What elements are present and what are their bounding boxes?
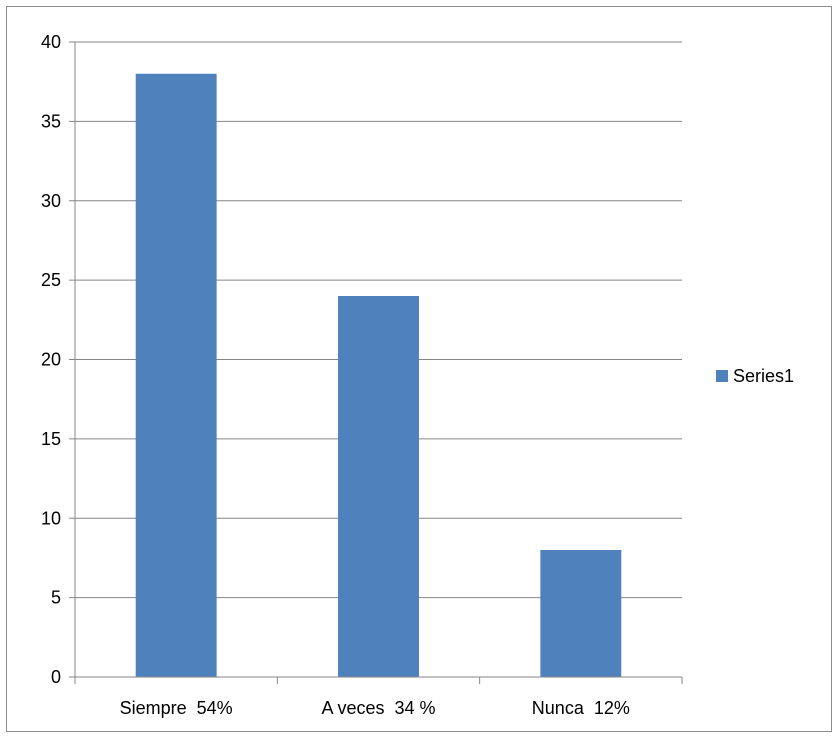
x-tick-label: Siempre 54%	[120, 698, 233, 718]
y-tick-labels: 0 5 10 15 20 25 30 35 40	[41, 32, 61, 687]
x-tick-label: Nunca 12%	[532, 698, 630, 718]
y-tick-label: 30	[41, 191, 61, 211]
y-tick-label: 15	[41, 429, 61, 449]
axes	[69, 41, 683, 684]
y-tick-label: 0	[51, 667, 61, 687]
bars	[135, 73, 622, 677]
bar	[135, 73, 217, 677]
bar	[338, 296, 419, 677]
legend-swatch	[716, 370, 728, 382]
x-tick-labels: Siempre 54% A veces 34 % Nunca 12%	[120, 698, 630, 718]
legend-label: Series1	[733, 366, 794, 386]
y-tick-label: 10	[41, 508, 61, 528]
x-tick-label: A veces 34 %	[321, 698, 435, 718]
bar	[540, 550, 622, 677]
y-tick-label: 40	[41, 32, 61, 52]
y-tick-label: 20	[41, 350, 61, 370]
y-tick-label: 5	[51, 588, 61, 608]
y-tick-label: 35	[41, 111, 61, 131]
legend: Series1	[716, 366, 794, 386]
y-tick-label: 25	[41, 270, 61, 290]
